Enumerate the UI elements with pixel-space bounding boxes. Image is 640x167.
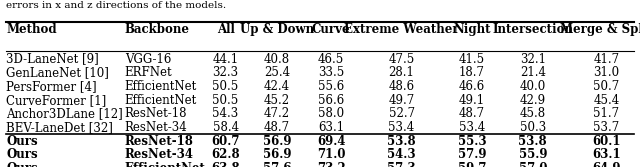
Text: ResNet-18: ResNet-18 [125,135,194,148]
Text: CurveFormer [1]: CurveFormer [1] [6,94,107,107]
Text: 48.6: 48.6 [388,80,415,93]
Text: Night: Night [453,23,491,36]
Text: 55.6: 55.6 [318,80,344,93]
Text: 50.7: 50.7 [593,80,620,93]
Text: 54.3: 54.3 [212,107,239,120]
Text: 69.4: 69.4 [317,135,346,148]
Text: BEV-LaneDet [32]: BEV-LaneDet [32] [6,121,113,134]
Text: Ours: Ours [6,162,38,167]
Text: 63.1: 63.1 [592,148,621,161]
Text: 53.8: 53.8 [518,135,547,148]
Text: 21.4: 21.4 [520,66,546,79]
Text: 56.9: 56.9 [262,148,291,161]
Text: 54.3: 54.3 [387,148,416,161]
Text: 56.9: 56.9 [262,135,291,148]
Text: 53.4: 53.4 [459,121,485,134]
Text: Ours: Ours [6,148,38,161]
Text: 40.8: 40.8 [264,53,290,66]
Text: Backbone: Backbone [125,23,190,36]
Text: 48.7: 48.7 [459,107,485,120]
Text: 62.8: 62.8 [211,148,240,161]
Text: 64.9: 64.9 [592,162,621,167]
Text: All: All [217,23,234,36]
Text: 73.2: 73.2 [317,162,346,167]
Text: Extreme Weather: Extreme Weather [344,23,459,36]
Text: Merge & Split: Merge & Split [560,23,640,36]
Text: GenLaneNet [10]: GenLaneNet [10] [6,66,109,79]
Text: 40.0: 40.0 [520,80,546,93]
Text: 41.7: 41.7 [593,53,620,66]
Text: 45.2: 45.2 [264,94,290,107]
Text: 53.4: 53.4 [388,121,415,134]
Text: EfficientNet: EfficientNet [125,80,197,93]
Text: 46.6: 46.6 [459,80,485,93]
Text: 51.7: 51.7 [593,107,620,120]
Text: 42.4: 42.4 [264,80,290,93]
Text: EfficientNet: EfficientNet [125,162,205,167]
Text: 3D-LaneNet [9]: 3D-LaneNet [9] [6,53,99,66]
Text: 56.6: 56.6 [318,94,344,107]
Text: 28.1: 28.1 [388,66,415,79]
Text: VGG-16: VGG-16 [125,53,171,66]
Text: 49.7: 49.7 [388,94,415,107]
Text: 63.1: 63.1 [318,121,344,134]
Text: ERFNet: ERFNet [125,66,172,79]
Text: PersFormer [4]: PersFormer [4] [6,80,97,93]
Text: 47.5: 47.5 [388,53,415,66]
Text: ResNet-18: ResNet-18 [125,107,188,120]
Text: Curve: Curve [312,23,351,36]
Text: 63.8: 63.8 [211,162,240,167]
Text: 49.1: 49.1 [459,94,485,107]
Text: 25.4: 25.4 [264,66,290,79]
Text: 60.7: 60.7 [211,135,240,148]
Text: 58.4: 58.4 [212,121,239,134]
Text: 71.0: 71.0 [317,148,346,161]
Text: Up & Down: Up & Down [240,23,314,36]
Text: 57.3: 57.3 [387,162,416,167]
Text: 58.0: 58.0 [318,107,344,120]
Text: Ours: Ours [6,135,38,148]
Text: 57.0: 57.0 [518,162,547,167]
Text: 57.9: 57.9 [458,148,486,161]
Text: 18.7: 18.7 [459,66,485,79]
Text: 47.2: 47.2 [264,107,290,120]
Text: EfficientNet: EfficientNet [125,94,197,107]
Text: 57.6: 57.6 [262,162,291,167]
Text: 50.5: 50.5 [212,94,239,107]
Text: 55.9: 55.9 [518,148,547,161]
Text: 52.7: 52.7 [388,107,415,120]
Text: 32.1: 32.1 [520,53,546,66]
Text: ResNet-34: ResNet-34 [125,148,194,161]
Text: 33.5: 33.5 [318,66,344,79]
Text: ResNet-34: ResNet-34 [125,121,188,134]
Text: 48.7: 48.7 [264,121,290,134]
Text: 32.3: 32.3 [212,66,239,79]
Text: 45.8: 45.8 [520,107,546,120]
Text: 41.5: 41.5 [459,53,485,66]
Text: 55.3: 55.3 [458,135,486,148]
Text: 44.1: 44.1 [212,53,239,66]
Text: 53.7: 53.7 [593,121,620,134]
Text: 60.1: 60.1 [592,135,621,148]
Text: Anchor3DLane [12]: Anchor3DLane [12] [6,107,123,120]
Text: errors in x and z directions of the models.: errors in x and z directions of the mode… [6,1,227,10]
Text: 59.7: 59.7 [458,162,486,167]
Text: 31.0: 31.0 [593,66,620,79]
Text: 50.5: 50.5 [212,80,239,93]
Text: 53.8: 53.8 [387,135,416,148]
Text: 42.9: 42.9 [520,94,546,107]
Text: Method: Method [6,23,57,36]
Text: 45.4: 45.4 [593,94,620,107]
Text: 46.5: 46.5 [318,53,344,66]
Text: Intersection: Intersection [492,23,573,36]
Text: 50.3: 50.3 [520,121,546,134]
